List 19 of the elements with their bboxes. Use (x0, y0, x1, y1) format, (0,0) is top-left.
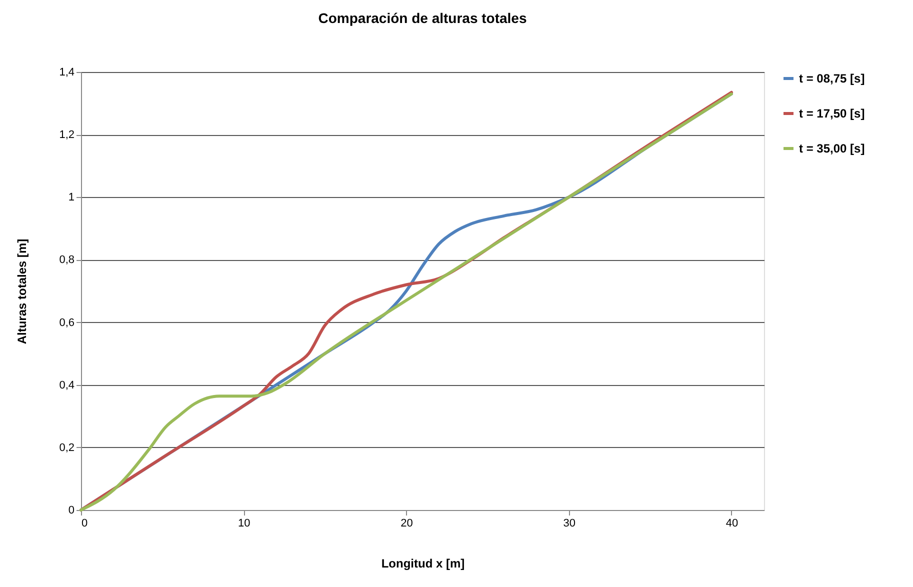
x-axis-title: Longitud x [m] (381, 556, 465, 570)
y-tick-label: 1 (68, 192, 74, 204)
y-tick-label: 0,6 (59, 316, 74, 329)
x-tick-label: 0 (82, 518, 88, 530)
x-tick-label: 40 (726, 518, 738, 530)
x-tick-label: 20 (400, 518, 413, 530)
y-tick-label: 0,4 (59, 379, 74, 392)
legend-label: t = 08,75 [s] (799, 72, 865, 86)
chart-title: Comparación de alturas totales (318, 10, 527, 26)
legend-label: t = 17,50 [s] (799, 106, 865, 120)
x-tick-label: 30 (563, 518, 576, 530)
y-tick-label: 0,2 (59, 442, 74, 454)
y-tick-label: 0,8 (59, 254, 74, 266)
y-tick-label: 1,2 (59, 129, 74, 142)
legend-label: t = 35,00 [s] (799, 142, 865, 156)
x-tick-label: 10 (238, 518, 250, 530)
y-tick-label: 1,4 (59, 66, 74, 78)
y-tick-label: 0 (68, 504, 74, 516)
y-axis-title: Alturas totales [m] (15, 238, 30, 344)
